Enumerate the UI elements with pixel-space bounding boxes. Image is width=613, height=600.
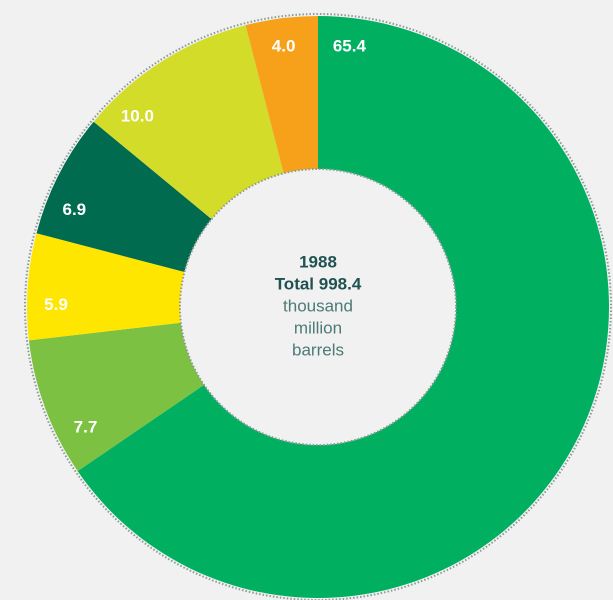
donut-segment xyxy=(36,121,212,273)
donut-segment xyxy=(93,25,284,220)
center-text: Total 998.4 xyxy=(275,274,362,293)
data-label: 6.9 xyxy=(63,200,87,219)
donut-segment xyxy=(77,16,609,598)
data-label: 10.0 xyxy=(121,107,154,126)
center-text: 1988 xyxy=(299,252,337,271)
center-text: thousand xyxy=(283,296,353,315)
center-disc xyxy=(179,168,457,446)
center-text: million xyxy=(294,318,342,337)
data-label: 5.9 xyxy=(44,295,68,314)
donut-segment xyxy=(245,16,318,174)
data-label: 7.7 xyxy=(74,417,98,436)
data-label: 65.4 xyxy=(333,36,367,55)
center-text: barrels xyxy=(292,340,344,359)
outer-ring xyxy=(24,13,612,600)
data-label: 4.0 xyxy=(272,37,296,56)
donut-segment xyxy=(26,233,185,341)
donut-segment xyxy=(28,322,205,472)
